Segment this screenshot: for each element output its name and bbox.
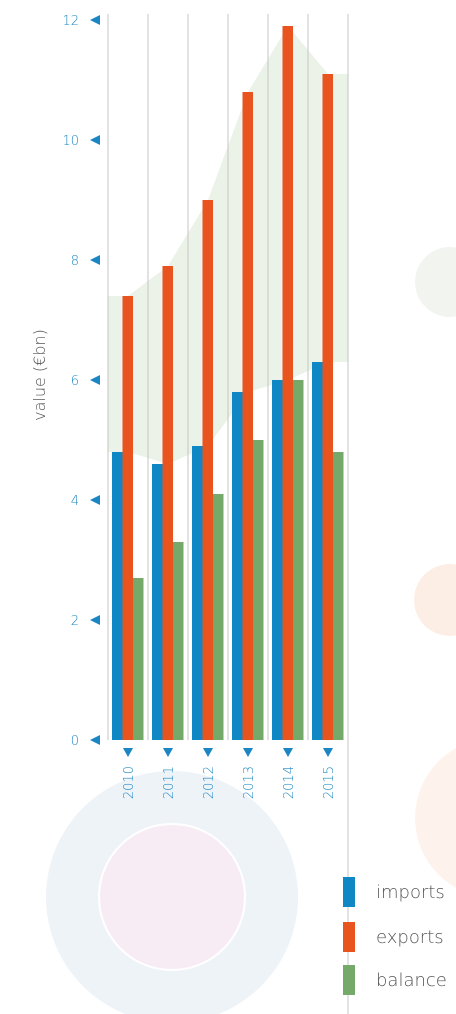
legend-swatch-balance: [343, 965, 355, 995]
x-tick-marker: [243, 748, 253, 757]
legend-swatch-imports: [343, 877, 355, 907]
y-tick-marker: [90, 255, 100, 265]
y-tick-label: 8: [71, 254, 79, 269]
y-tick-label: 4: [71, 494, 79, 509]
bar-imports-2012: [192, 446, 203, 740]
y-tick-marker: [90, 135, 100, 145]
x-tick-label: 2013: [242, 766, 257, 799]
legend-label-imports: imports: [376, 882, 445, 903]
legend-label-exports: exports: [376, 927, 444, 948]
x-tick-marker: [203, 748, 213, 757]
bar-imports-2013: [232, 392, 243, 740]
bar-exports-2013: [242, 92, 253, 740]
bar-exports-2014: [282, 26, 293, 740]
x-tick-marker: [323, 748, 333, 757]
x-tick-label: 2011: [162, 766, 177, 799]
x-tick-label: 2010: [122, 766, 137, 799]
gridlines: [107, 14, 349, 1014]
bar-exports-2015: [322, 74, 333, 740]
y-tick-label: 0: [71, 734, 79, 749]
bar-balance-2013: [253, 440, 264, 740]
bar-balance-2014: [293, 380, 304, 740]
y-axis: 0 2 4 6 8 10 12: [62, 14, 100, 749]
bar-exports-2011: [162, 266, 173, 740]
bar-exports-2010: [122, 296, 133, 740]
decor-circle-orange-small: [414, 564, 456, 636]
y-tick-label: 6: [71, 374, 79, 389]
bar-balance-2010: [133, 578, 144, 740]
y-tick-label: 10: [62, 134, 79, 149]
bar-exports-2012: [202, 200, 213, 740]
y-tick-marker: [90, 375, 100, 385]
y-tick-marker: [90, 495, 100, 505]
decor-circle-orange-large: [415, 748, 456, 888]
y-tick-marker: [90, 735, 100, 745]
x-tick-marker: [163, 748, 173, 757]
legend-label-balance: balance: [376, 970, 447, 991]
x-tick-marker: [123, 748, 133, 757]
x-tick-label: 2015: [322, 766, 337, 799]
bars: [112, 26, 344, 740]
bar-balance-2015: [333, 452, 344, 740]
bar-imports-2014: [272, 380, 283, 740]
y-tick-label: 2: [71, 614, 79, 629]
bar-balance-2011: [173, 542, 184, 740]
bar-imports-2010: [112, 452, 123, 740]
decor-circle-inner: [98, 823, 246, 971]
decor-circle-green: [415, 247, 456, 317]
x-tick-label: 2014: [282, 766, 297, 799]
bar-balance-2012: [213, 494, 224, 740]
bar-imports-2015: [312, 362, 323, 740]
y-axis-label: value (€bn): [30, 329, 49, 421]
x-axis: 2010 2011 2012 2013 2014 2015: [122, 748, 337, 799]
y-tick-marker: [90, 15, 100, 25]
x-tick-marker: [283, 748, 293, 757]
y-tick-label: 12: [62, 14, 79, 29]
y-tick-marker: [90, 615, 100, 625]
bar-imports-2011: [152, 464, 163, 740]
legend-swatch-exports: [343, 922, 355, 952]
legend: imports exports balance: [343, 877, 447, 995]
x-tick-label: 2012: [202, 766, 217, 799]
background-decorations: [46, 247, 456, 1014]
